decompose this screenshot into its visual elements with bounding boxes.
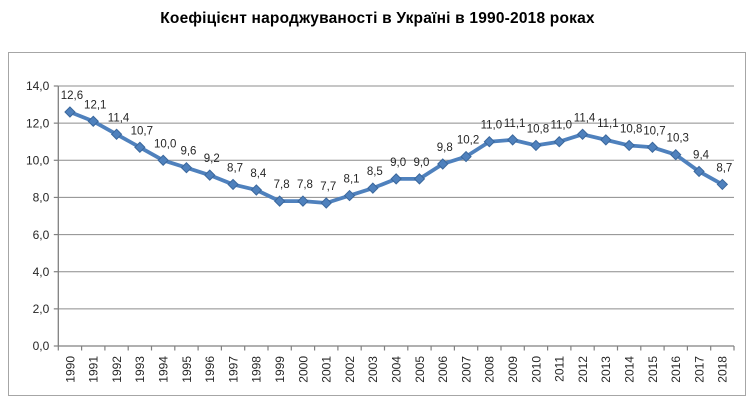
data-label: 7,8 — [274, 179, 290, 191]
y-axis-label: 8,0 — [33, 191, 50, 205]
data-label: 7,7 — [320, 181, 336, 193]
x-axis-label: 2003 — [366, 356, 380, 383]
chart-frame: 0,0 2,0 4,0 6,0 8,0 10,0 12,0 14,0 1990 1991 1992 1… — [8, 52, 746, 396]
data-label: 11,4 — [108, 112, 130, 124]
data-point-marker — [157, 154, 169, 166]
data-label: 8,7 — [227, 162, 243, 174]
data-label: 8,4 — [250, 168, 267, 180]
data-point-marker — [87, 115, 99, 127]
data-point-marker — [297, 195, 309, 207]
y-axis-label: 2,0 — [33, 302, 50, 316]
data-point-marker — [134, 141, 146, 153]
data-point-marker — [460, 150, 472, 163]
x-axis-label: 2013 — [599, 356, 613, 383]
data-label: 9,0 — [413, 157, 429, 169]
data-label: 8,1 — [344, 174, 360, 186]
data-label: 11,1 — [504, 118, 526, 130]
data-point-marker — [716, 178, 729, 191]
x-axis-label: 1998 — [250, 356, 264, 383]
data-label: 10,2 — [457, 135, 479, 147]
data-label: 9,2 — [204, 153, 220, 165]
data-label: 8,7 — [716, 162, 732, 174]
x-axis-label: 1996 — [203, 356, 217, 383]
data-point-marker — [437, 158, 449, 170]
x-axis-label: 1997 — [226, 356, 240, 383]
data-point-marker — [530, 139, 542, 152]
data-point-marker — [390, 173, 402, 185]
data-label: 11,4 — [574, 112, 596, 124]
data-label: 9,4 — [693, 149, 710, 161]
data-label: 10,0 — [154, 138, 176, 150]
data-label: 7,8 — [297, 179, 313, 191]
data-point-marker — [413, 173, 426, 185]
x-axis-label: 1999 — [273, 356, 287, 383]
x-axis-label: 1992 — [110, 356, 124, 383]
x-axis-label: 2016 — [669, 356, 683, 383]
x-axis-label: 2002 — [343, 356, 357, 383]
y-axis-label: 6,0 — [33, 228, 50, 242]
data-point-marker — [600, 134, 612, 146]
x-axis-label: 1993 — [133, 356, 147, 383]
x-axis-label: 1990 — [63, 356, 77, 383]
data-point-marker — [227, 178, 239, 191]
x-axis-label: 2014 — [622, 356, 636, 383]
x-axis-label: 2018 — [716, 356, 730, 383]
data-point-marker — [320, 197, 332, 209]
data-point-marker — [64, 106, 76, 118]
data-point-marker — [250, 184, 263, 196]
x-axis-label: 2006 — [436, 356, 450, 383]
data-point-marker — [506, 134, 519, 146]
data-point-marker — [483, 136, 496, 148]
data-label: 10,8 — [527, 123, 549, 135]
data-label: 8,5 — [367, 166, 383, 178]
data-point-marker — [670, 149, 682, 161]
data-point-marker — [204, 169, 216, 181]
x-axis-label: 2001 — [320, 356, 334, 383]
x-axis-label: 2017 — [692, 356, 706, 383]
data-label: 10,7 — [131, 125, 153, 137]
data-point-marker — [343, 189, 356, 202]
data-label: 11,0 — [550, 120, 572, 132]
data-point-marker — [273, 195, 286, 207]
data-label: 12,6 — [61, 90, 83, 102]
data-point-marker — [553, 136, 565, 148]
x-axis-label: 1991 — [87, 356, 101, 383]
data-label: 10,7 — [643, 125, 665, 137]
x-axis-label: 2005 — [413, 356, 427, 383]
y-axis-label: 4,0 — [33, 265, 50, 279]
x-axis-label: 2004 — [389, 356, 403, 383]
data-label: 11,1 — [597, 118, 619, 130]
data-point-marker — [180, 162, 193, 174]
line-chart: 0,0 2,0 4,0 6,0 8,0 10,0 12,0 14,0 1990 1991 1992 1… — [26, 79, 735, 383]
x-axis-label: 2009 — [506, 356, 520, 383]
data-point-marker — [646, 141, 659, 153]
data-label: 9,0 — [390, 157, 406, 169]
data-label: 11,0 — [481, 120, 503, 132]
chart-title: Коефіцієнт народжуваності в Україні в 19… — [160, 10, 595, 27]
y-axis-label: 0,0 — [33, 339, 50, 353]
data-point-marker — [367, 182, 379, 194]
data-label: 9,6 — [180, 146, 196, 158]
x-axis-label: 1994 — [156, 356, 170, 383]
data-label: 10,3 — [667, 133, 689, 145]
x-axis-label: 2015 — [646, 356, 660, 383]
data-point-marker — [110, 128, 123, 140]
x-axis-label: 2011 — [553, 356, 567, 382]
x-axis-label: 2007 — [459, 356, 473, 383]
data-label: 12,1 — [84, 99, 106, 111]
x-axis-label: 2012 — [576, 356, 590, 383]
data-label: 10,8 — [620, 123, 642, 135]
data-point-marker — [623, 139, 635, 152]
y-axis-label: 12,0 — [26, 116, 50, 130]
x-axis-label: 2010 — [529, 356, 543, 383]
y-axis-label: 14,0 — [26, 79, 50, 93]
y-axis-label: 10,0 — [26, 153, 50, 167]
x-axis-label: 2008 — [483, 356, 497, 383]
data-point-marker — [693, 165, 705, 178]
data-label: 9,8 — [437, 142, 453, 154]
x-axis-label: 1995 — [180, 356, 194, 383]
x-axis-label: 2000 — [296, 356, 310, 383]
data-point-marker — [576, 128, 589, 140]
